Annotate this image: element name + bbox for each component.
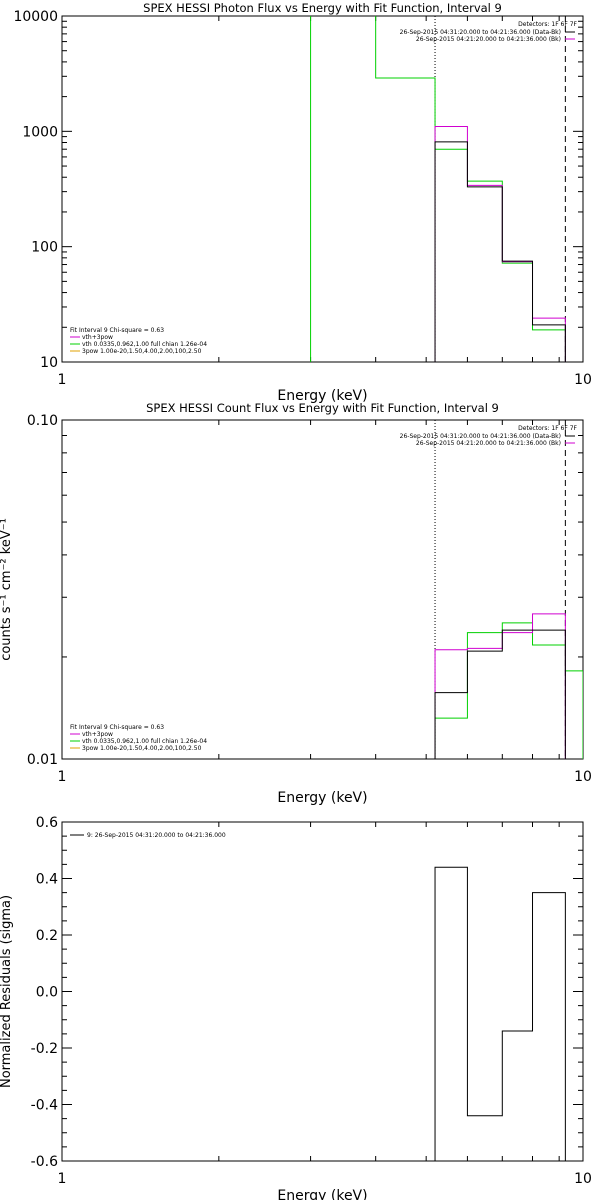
- count-title: SPEX HESSI Count Flux vs Energy with Fit…: [146, 401, 499, 415]
- resid-ytick-label: 0.4: [36, 872, 58, 888]
- count-fit-line: 3pow 1.00e-20,1.50,4.00,2.00,100,2.50: [82, 745, 202, 752]
- resid-ylabel: Normalized Residuals (sigma): [0, 895, 14, 1088]
- count-ylabel: counts s⁻¹ cm⁻² keV⁻¹: [0, 518, 14, 661]
- count-series-green: [434, 622, 583, 759]
- count-plot-area: [434, 420, 583, 759]
- photon-fit-header: Fit Interval 9 Chi-square = 0.63: [70, 327, 164, 334]
- photon-ytick-label: 1000: [22, 124, 58, 140]
- photon-legend-label: 26-Sep-2015 04:21:20.000 to 04:21:36.000…: [416, 36, 561, 43]
- count-legend-label: 26-Sep-2015 04:21:20.000 to 04:21:36.000…: [416, 440, 561, 447]
- resid-ytick-label: -0.2: [31, 1041, 58, 1057]
- resid-ytick-label: -0.4: [31, 1098, 58, 1114]
- photon-legend-label: 26-Sep-2015 04:31:20.000 to 04:21:36.000…: [400, 29, 561, 36]
- resid-series-black: [434, 866, 566, 1161]
- resid-axes-frame: [61, 821, 584, 1162]
- resid-plot-area: [434, 866, 566, 1161]
- resid-ytick-label: 0.6: [36, 815, 58, 831]
- resid-ytick-label: 0.2: [36, 928, 58, 944]
- photon-series-black: [434, 141, 566, 362]
- resid-xtick-label: 1: [58, 1171, 67, 1187]
- count-fit-line: vth+3pow: [82, 731, 113, 738]
- count-legend-label: 26-Sep-2015 04:31:20.000 to 04:21:36.000…: [400, 433, 561, 440]
- photon-xlabel: Energy (keV): [277, 388, 367, 404]
- photon-detectors-label: Detectors: 1F 6F 7F: [518, 21, 577, 28]
- count-xtick-label: 1: [58, 769, 67, 785]
- count-ytick-label: 0.10: [27, 413, 58, 429]
- count-series-black: [434, 629, 566, 759]
- photon-fit-line: 3pow 1.00e-20,1.50,4.00,2.00,100,2.50: [82, 348, 202, 355]
- count-axes-frame: [61, 419, 584, 760]
- photon-ytick-label: 100: [31, 240, 58, 256]
- photon-ytick-label: 10000: [13, 9, 58, 25]
- resid-xtick-label: 10: [574, 1171, 592, 1187]
- count-detectors-label: Detectors: 1F 6F 7F: [518, 425, 577, 432]
- photon-title: SPEX HESSI Photon Flux vs Energy with Fi…: [143, 1, 502, 15]
- photon-plot-area: [310, 16, 566, 362]
- photon-xtick-label: 10: [574, 372, 592, 388]
- count-xlabel: Energy (keV): [277, 790, 367, 806]
- count-panel: 1 10 0.01 0.10 SPEX HESSI Count Flux vs Ener…: [0, 401, 592, 806]
- count-series-magenta: [434, 613, 566, 759]
- photon-ytick-label: 10: [40, 355, 58, 371]
- resid-panel: 1 10 -0.6 -0.4 -0.2 0.0 0.2 0.4 0.6 Energy (keV) N…: [0, 815, 592, 1200]
- resid-legend-label: 9: 26-Sep-2015 04:31:20.000 to 04:21:36.…: [87, 832, 226, 839]
- photon-series-magenta: [434, 126, 566, 362]
- count-fit-line: vth 0.0335,0.962,1.00 full chian 1.26e-0…: [82, 738, 207, 745]
- resid-ytick-label: 0.0: [36, 985, 58, 1001]
- resid-xlabel: Energy (keV): [277, 1188, 367, 1200]
- photon-series-green: [310, 16, 566, 362]
- count-ytick-label: 0.01: [27, 752, 58, 768]
- photon-fit-line: vth+3pow: [82, 334, 113, 341]
- photon-axes-frame: [61, 15, 584, 363]
- count-xtick-label: 10: [574, 769, 592, 785]
- photon-fit-line: vth 0.0335,0.962,1.00 full chian 1.26e-0…: [82, 341, 207, 348]
- photon-xtick-label: 1: [58, 372, 67, 388]
- count-fit-header: Fit Interval 9 Chi-square = 0.63: [70, 724, 164, 731]
- resid-ytick-label: -0.6: [31, 1154, 58, 1170]
